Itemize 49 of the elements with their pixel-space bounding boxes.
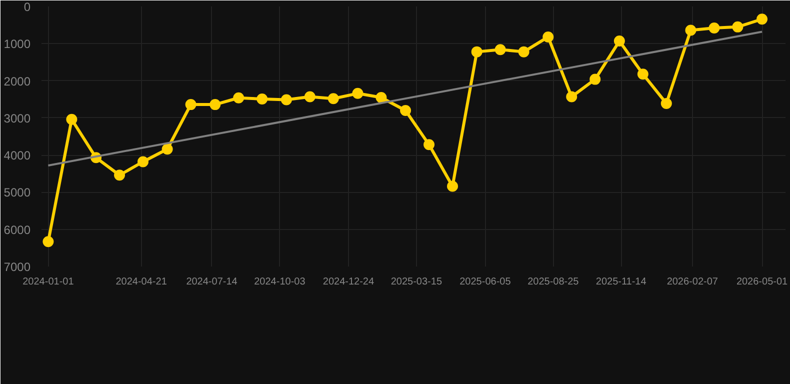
point (233, 92, 244, 104)
x-tick-label: 2025-06-05 (460, 276, 512, 288)
x-tick-label: 2025-08-25 (528, 276, 580, 288)
y-tick-label: 2000 (4, 74, 31, 88)
point (447, 180, 458, 192)
point (376, 92, 387, 103)
point (708, 22, 720, 34)
x-tick-label: 2024-04-21 (116, 276, 168, 288)
point (42, 236, 54, 248)
point (328, 93, 339, 104)
point (424, 139, 435, 150)
x-tick-label: 2024-01-01 (22, 276, 74, 288)
point (614, 36, 625, 47)
y-tick-label: 5000 (4, 186, 31, 200)
point (210, 99, 221, 110)
point (542, 31, 554, 42)
y-tick-label: 4000 (4, 148, 31, 163)
x-tick-label: 2025-03-15 (390, 276, 442, 288)
point (756, 14, 768, 25)
y-tick-label: 1000 (4, 37, 31, 52)
point (114, 170, 126, 181)
x-tick-label: 2025-11-14 (596, 276, 647, 288)
point (566, 91, 578, 102)
point (256, 93, 268, 104)
point (732, 21, 744, 32)
point (590, 74, 601, 85)
point (660, 98, 672, 109)
point (518, 46, 530, 58)
point (162, 144, 173, 155)
y-tick-label: 6000 (4, 222, 31, 237)
x-tick-label: 2024-07-14 (186, 276, 238, 288)
y-tick-label: 3000 (4, 111, 31, 126)
x-tick-label: 2026-02-07 (666, 276, 718, 288)
point (185, 99, 196, 110)
point (352, 88, 364, 99)
point (471, 46, 482, 58)
point (137, 156, 148, 168)
point (400, 105, 412, 116)
x-tick-label: 2026-05-01 (736, 276, 788, 288)
y-tick-label: 7000 (4, 260, 31, 274)
x-tick-label: 2024-12-24 (322, 276, 375, 288)
point (494, 44, 506, 56)
x-tick-label: 2024-10-03 (254, 276, 306, 288)
point (280, 94, 292, 106)
y-tick-label: 0 (24, 0, 31, 14)
point (66, 114, 78, 125)
point (685, 24, 696, 36)
point (637, 68, 648, 80)
point (304, 91, 316, 102)
